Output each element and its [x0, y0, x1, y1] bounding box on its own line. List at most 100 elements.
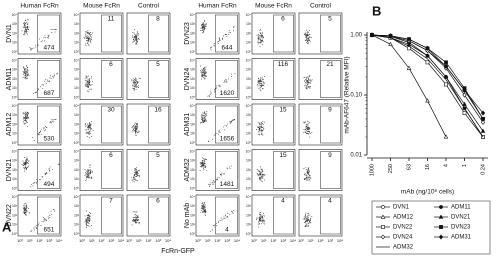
event-dot [28, 28, 30, 30]
event-dot [203, 210, 205, 212]
gate-count: 9 [328, 107, 332, 114]
event-dot [23, 211, 25, 212]
event-dot [260, 174, 262, 176]
y-tick-label: 10¹ [12, 86, 18, 90]
column-header: Control [310, 3, 332, 10]
event-dot [24, 111, 26, 113]
flow-plot: 5 [298, 12, 343, 55]
event-dot [26, 162, 28, 163]
event-dot [308, 31, 309, 33]
event-dot [231, 73, 233, 75]
event-dot [134, 40, 135, 42]
event-dot [203, 20, 205, 22]
event-dot [32, 182, 34, 184]
y-tick-label: 10¹ [74, 132, 80, 136]
event-dot [23, 122, 25, 124]
event-dot [259, 173, 261, 174]
event-dot [258, 131, 260, 133]
event-dot [260, 40, 262, 42]
event-dot [224, 81, 226, 83]
event-dot [309, 127, 311, 129]
event-dot [261, 83, 263, 85]
event-dot [47, 79, 49, 81]
event-dot [204, 67, 206, 68]
event-dot [87, 172, 88, 174]
event-dot [309, 86, 311, 88]
event-dot [86, 175, 88, 177]
event-dot [47, 37, 49, 39]
event-dot [228, 31, 230, 33]
event-dot [261, 39, 263, 41]
event-dot [91, 77, 93, 79]
event-dot [303, 218, 305, 220]
legend-label: ADM11 [451, 205, 471, 211]
event-dot [204, 160, 205, 162]
event-dot [221, 175, 223, 177]
event-dot [24, 170, 25, 172]
event-dot [259, 123, 261, 125]
event-dot [257, 43, 259, 45]
y-tick-label: 10¹ [246, 223, 252, 227]
gate-count: 116 [278, 61, 289, 68]
event-dot [24, 113, 26, 115]
event-dot [216, 225, 217, 227]
event-dot [24, 72, 26, 74]
gate-count: 1481 [220, 181, 235, 188]
event-dot [137, 132, 139, 134]
y-tick-label: 10¹ [190, 41, 196, 45]
event-dot [25, 118, 26, 120]
event-dot [307, 226, 309, 228]
legend-label: DVN24 [393, 235, 413, 241]
event-dot [47, 34, 49, 36]
event-dot [90, 88, 92, 90]
event-dot [304, 174, 306, 176]
event-dot [85, 76, 87, 78]
event-dot [305, 79, 307, 81]
event-dot [88, 83, 90, 84]
event-dot [210, 182, 212, 184]
event-dot [136, 218, 138, 220]
event-dot [49, 77, 51, 79]
event-dot [305, 84, 307, 86]
event-dot [45, 219, 47, 221]
event-dot [257, 82, 259, 84]
event-dot [225, 33, 227, 35]
event-dot [261, 217, 263, 219]
event-dot [201, 75, 203, 77]
event-dot [25, 209, 27, 211]
event-dot [51, 121, 53, 122]
event-dot [88, 91, 90, 93]
event-dot [310, 37, 312, 39]
event-dot [201, 162, 203, 164]
event-dot [87, 126, 89, 128]
event-dot [132, 85, 134, 87]
event-dot [306, 132, 308, 134]
event-dot [204, 111, 206, 113]
event-dot [26, 30, 28, 32]
event-dot [203, 78, 205, 80]
event-dot [202, 70, 203, 71]
event-dot [27, 113, 29, 115]
event-dot [132, 84, 134, 86]
row-label: ADM32 [184, 158, 191, 181]
y-tick-label: 10² [12, 122, 18, 126]
event-dot [260, 217, 262, 219]
event-dot [137, 123, 138, 125]
event-dot [255, 129, 257, 130]
event-dot [25, 116, 27, 118]
event-dot [88, 177, 90, 179]
event-dot [306, 179, 307, 181]
event-dot [26, 77, 28, 79]
event-dot [45, 79, 47, 81]
event-dot [53, 121, 55, 123]
event-dot [204, 212, 206, 214]
event-dot [53, 118, 55, 120]
y-tick-label: 0.10 [350, 93, 362, 99]
event-dot [306, 175, 308, 177]
event-dot [24, 112, 26, 114]
event-dot [259, 134, 261, 136]
event-dot [133, 181, 135, 183]
event-dot [87, 129, 89, 130]
event-dot [231, 76, 232, 77]
event-dot [202, 157, 203, 159]
